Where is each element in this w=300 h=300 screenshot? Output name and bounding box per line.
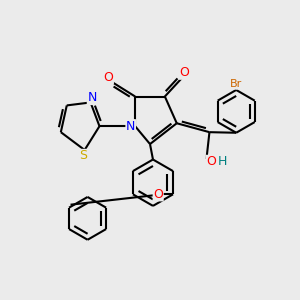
Text: H: H xyxy=(218,155,227,168)
Text: N: N xyxy=(87,92,97,104)
Text: O: O xyxy=(179,66,189,79)
Text: O: O xyxy=(103,71,113,84)
Text: N: N xyxy=(126,120,135,133)
Text: S: S xyxy=(79,149,87,162)
Text: Br: Br xyxy=(230,79,242,89)
Text: O: O xyxy=(153,188,163,201)
Text: O: O xyxy=(206,155,216,168)
